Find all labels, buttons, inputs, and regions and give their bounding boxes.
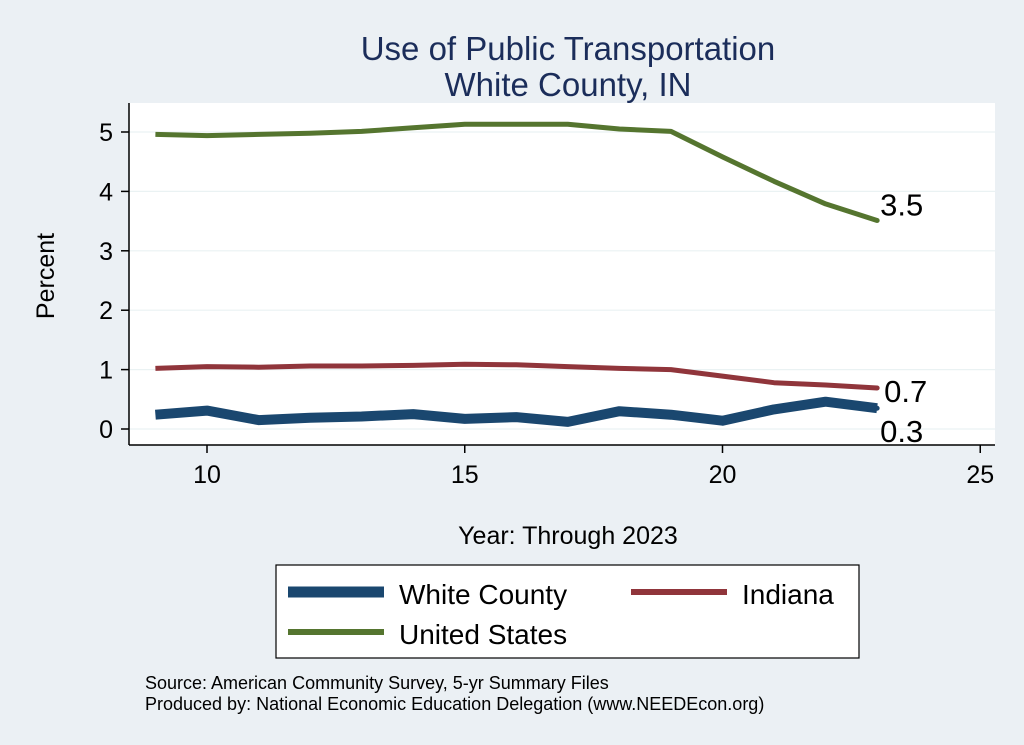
y-tick-label: 2: [99, 297, 113, 325]
plot-area: [129, 103, 995, 445]
legend: White County Indiana United States: [275, 564, 860, 659]
legend-label-indiana: Indiana: [742, 579, 834, 610]
series-endpoint-white-county: [874, 405, 880, 411]
y-axis-ticks: 0 1 2 3 4 5: [99, 119, 129, 444]
legend-label-united-states: United States: [399, 619, 567, 650]
x-axis-title: Year: Through 2023: [458, 522, 678, 550]
y-tick-label: 4: [99, 178, 113, 206]
end-labels: 0.3 0.7 3.5: [880, 188, 927, 450]
x-tick-label: 10: [193, 461, 221, 489]
y-axis-title: Percent: [32, 233, 60, 319]
series-endpoint-indiana: [874, 385, 880, 391]
y-tick-label: 5: [99, 119, 113, 147]
series-endpoint-united-states: [874, 218, 880, 224]
x-axis-ticks: 10 15 20 25: [193, 445, 994, 489]
x-tick-label: 25: [966, 461, 994, 489]
chart-subtitle: White County, IN: [445, 66, 692, 103]
end-label-indiana: 0.7: [884, 374, 927, 409]
end-label-white-county: 0.3: [880, 414, 923, 449]
legend-label-white-county: White County: [399, 579, 567, 610]
axes: [128, 103, 995, 446]
series-line-indiana: [155, 361, 878, 391]
series-line-white-county: [155, 396, 878, 427]
y-tick-label: 1: [99, 357, 113, 385]
chart-title: Use of Public Transportation: [361, 30, 776, 67]
legend-box: [275, 564, 860, 659]
series-lines: [155, 121, 880, 427]
source-note: Source: American Community Survey, 5-yr …: [145, 673, 609, 693]
x-tick-label: 20: [709, 461, 737, 489]
producer-note: Produced by: National Economic Education…: [145, 694, 764, 714]
y-tick-label: 0: [99, 416, 113, 444]
y-tick-label: 3: [99, 238, 113, 266]
end-label-united-states: 3.5: [880, 188, 923, 223]
x-tick-label: 15: [451, 461, 479, 489]
series-line-united-states: [155, 121, 878, 223]
